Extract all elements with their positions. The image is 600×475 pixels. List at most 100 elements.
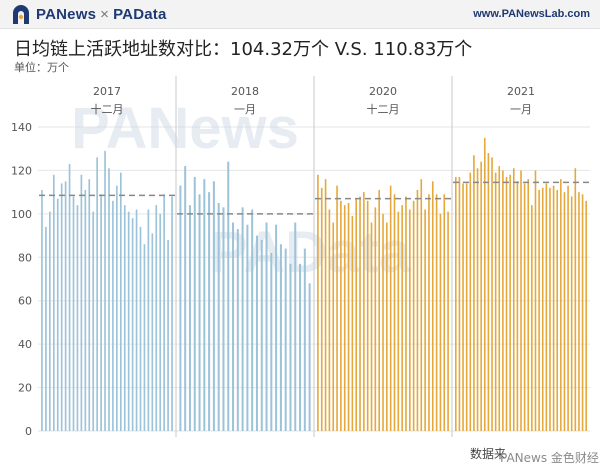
bar: [531, 205, 533, 431]
y-tick-label: 0: [25, 425, 32, 438]
brand-separator: ×: [100, 6, 110, 23]
panews-logo-icon: [13, 5, 29, 24]
bar: [139, 226, 142, 431]
bar: [541, 187, 544, 431]
bar: [366, 200, 369, 431]
bar: [370, 222, 373, 431]
panel-month-label: 十二月: [367, 102, 400, 116]
bar: [52, 174, 55, 431]
bar: [424, 209, 426, 431]
bar: [378, 189, 380, 431]
bar: [556, 189, 559, 431]
bar: [241, 207, 244, 431]
bar: [512, 168, 515, 431]
bar: [578, 192, 580, 431]
bar: [217, 203, 220, 431]
bar: [570, 196, 573, 431]
bar: [60, 183, 63, 431]
bar: [270, 252, 273, 431]
bar: [119, 172, 122, 431]
bar: [458, 176, 461, 431]
brand-title: PANews × PAData: [36, 6, 167, 23]
bar: [112, 200, 114, 431]
bar: [412, 200, 415, 431]
wechat-badge: PANews 金色财经: [500, 451, 599, 465]
bar: [255, 235, 258, 431]
bar: [324, 179, 327, 431]
bar: [494, 172, 497, 431]
brand-panews: PANews: [36, 6, 97, 23]
bar: [72, 196, 75, 431]
panel-month-label: 一月: [510, 103, 532, 116]
bar: [340, 200, 342, 431]
bar: [275, 224, 278, 431]
bar: [476, 168, 479, 431]
bar: [184, 166, 187, 431]
bar: [41, 189, 43, 431]
bar: [393, 194, 396, 431]
panel-month-label: 十二月: [91, 102, 124, 116]
bar: [123, 205, 126, 431]
bar: [299, 263, 302, 431]
bar: [465, 183, 468, 431]
bar: [347, 203, 350, 431]
brand-padata: PAData: [113, 6, 167, 23]
site-url-link[interactable]: www.PANewsLab.com: [473, 8, 590, 20]
bar: [108, 168, 110, 431]
bar: [100, 194, 102, 431]
bar: [68, 163, 71, 431]
bar: [420, 179, 423, 431]
bar: [363, 192, 365, 431]
bar: [64, 181, 67, 431]
bar: [227, 161, 230, 432]
bar: [188, 205, 191, 431]
bar: [147, 209, 150, 431]
bar: [163, 194, 165, 431]
watermark-text: PANews: [71, 96, 299, 161]
bar: [56, 198, 59, 431]
bar: [386, 222, 388, 431]
bar: [260, 239, 263, 431]
bar: [336, 185, 338, 431]
bar: [405, 196, 407, 431]
bar: [469, 172, 472, 431]
bar: [45, 226, 47, 431]
panel-year-label: 2018: [231, 85, 259, 98]
panel-year-label: 2020: [369, 85, 397, 98]
bar: [509, 174, 511, 431]
bar: [155, 205, 158, 431]
bar: [552, 185, 555, 431]
panel-month-label: 一月: [234, 103, 256, 116]
bar: [409, 209, 411, 431]
bar: [171, 196, 173, 431]
bar: [416, 189, 419, 431]
bar: [308, 283, 311, 431]
bar: [332, 222, 335, 431]
bar: [483, 137, 486, 432]
bar: [560, 179, 562, 431]
bar: [116, 185, 118, 431]
bar: [135, 209, 138, 431]
bar: [516, 181, 519, 431]
bar: [581, 194, 584, 431]
bar: [439, 213, 442, 431]
bar: [236, 229, 239, 431]
bar: [455, 176, 457, 431]
bar: [574, 168, 577, 431]
bar: [534, 170, 537, 431]
bar: [80, 174, 83, 431]
bar: [443, 194, 446, 431]
bar: [212, 181, 215, 431]
bar: [523, 183, 526, 431]
bar: [127, 211, 130, 431]
y-tick-label: 120: [11, 164, 32, 177]
bar: [382, 213, 384, 431]
y-tick-label: 100: [11, 208, 32, 221]
bar: [491, 157, 493, 431]
bar: [279, 244, 282, 431]
bar: [131, 218, 134, 431]
bar: [246, 224, 249, 431]
bar: [49, 211, 51, 431]
bar: [428, 194, 430, 431]
